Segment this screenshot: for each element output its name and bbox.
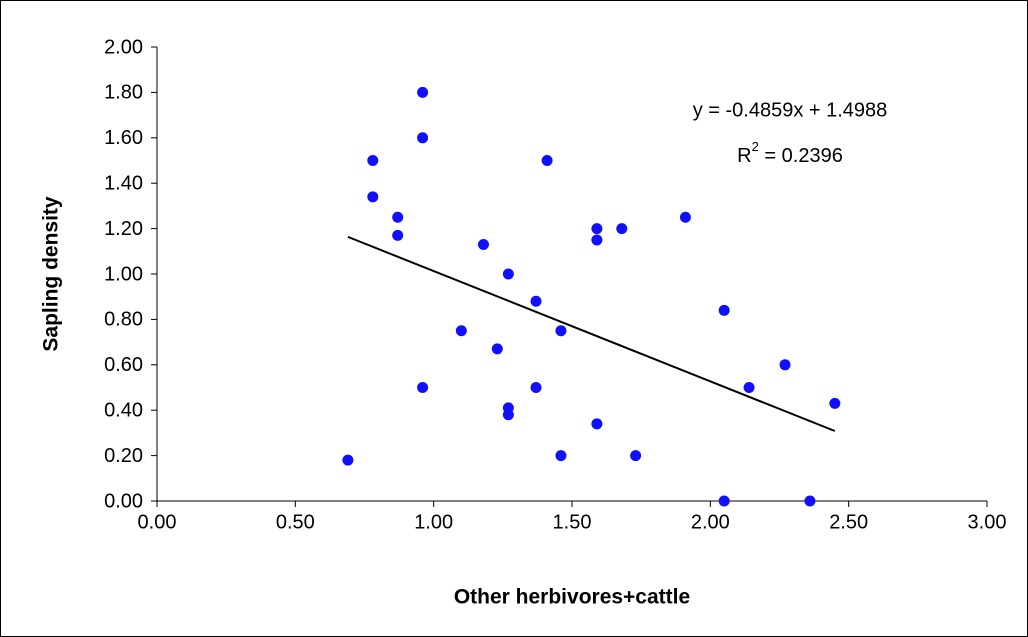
equation: y = -0.4859x + 1.4988 — [693, 99, 888, 121]
y-tick-label: 2.00 — [104, 36, 143, 58]
point — [477, 238, 489, 250]
point — [491, 343, 503, 355]
point — [367, 155, 379, 166]
y-tick-label: 1.60 — [104, 127, 143, 149]
point — [530, 382, 542, 393]
x-tick-label: 3.00 — [968, 511, 1007, 533]
point — [555, 325, 567, 337]
y-tick-label: 1.80 — [104, 82, 143, 104]
point — [502, 409, 514, 421]
x-tick-label: 1.00 — [414, 511, 453, 533]
point — [417, 382, 429, 393]
point — [417, 132, 429, 144]
point — [718, 495, 730, 507]
point — [417, 86, 429, 98]
point — [743, 382, 755, 393]
x-tick-label: 2.50 — [829, 511, 868, 533]
x-tick-label: 2.00 — [691, 511, 730, 533]
point — [530, 295, 542, 307]
point — [779, 359, 791, 371]
x-tick-label: 0.00 — [138, 511, 177, 533]
point — [616, 223, 628, 235]
y-tick-label: 1.40 — [104, 172, 143, 194]
point — [591, 234, 603, 246]
point — [342, 454, 354, 466]
r-squared-base: R — [737, 145, 751, 167]
y-tick-label: 0.80 — [104, 309, 143, 331]
point — [541, 155, 553, 166]
r-squared-sup: 2 — [752, 139, 759, 154]
y-tick-label: 0.60 — [104, 354, 143, 376]
point — [367, 191, 379, 203]
x-axis-title: Other herbivores+cattle — [454, 586, 690, 609]
y-tick-label: 0.40 — [104, 399, 143, 421]
point — [591, 223, 603, 235]
point — [455, 325, 467, 337]
point — [392, 229, 404, 241]
y-axis-title: Sapling density — [40, 196, 63, 352]
point — [829, 397, 841, 409]
y-tick-label: 0.00 — [104, 490, 143, 512]
x-tick-label: 0.50 — [276, 511, 315, 533]
point — [555, 450, 567, 462]
point — [804, 495, 816, 507]
point — [502, 268, 514, 280]
y-tick-label: 1.20 — [104, 218, 143, 240]
point — [630, 450, 642, 462]
point — [591, 418, 603, 430]
x-tick-label: 1.50 — [553, 511, 592, 533]
point — [718, 304, 730, 316]
y-tick-label: 1.00 — [104, 263, 143, 285]
y-tick-label: 0.20 — [104, 445, 143, 467]
r-squared-value: = 0.2396 — [759, 145, 843, 167]
r-squared: R2 = 0.2396 — [737, 139, 843, 167]
point — [392, 211, 404, 223]
point — [679, 211, 691, 223]
trendline — [347, 235, 836, 432]
